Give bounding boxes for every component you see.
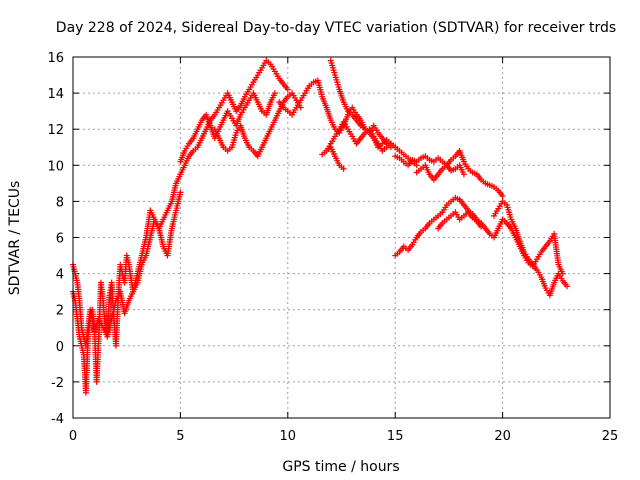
- y-axis-label: SDTVAR / TECUs: [7, 181, 23, 296]
- series-plateau-lower: [413, 162, 467, 183]
- series-dip-branch: [211, 90, 304, 160]
- plot-frame: [72, 56, 611, 419]
- y-tick-label: 2: [56, 304, 64, 319]
- series-low-branch: [319, 144, 347, 172]
- data-point: [340, 165, 347, 172]
- x-tick-label: 25: [602, 429, 619, 444]
- y-tick-label: 4: [56, 268, 64, 283]
- data-point: [177, 189, 184, 196]
- y-tick-label: 10: [47, 159, 64, 174]
- series-descent-upper: [499, 216, 566, 277]
- y-tick-label: 0: [56, 340, 64, 355]
- ticks: -4 -2 0 2 4 6 8 10 12 14 16 0 5 10 15 20 25: [47, 51, 618, 444]
- x-tick-label: 5: [176, 429, 184, 444]
- y-tick-label: 6: [56, 232, 64, 247]
- y-tick-label: 8: [56, 195, 64, 210]
- data-point: [478, 223, 485, 230]
- x-tick-label: 10: [280, 429, 297, 444]
- y-tick-label: 16: [47, 51, 64, 66]
- y-tick-label: 14: [47, 87, 64, 102]
- x-axis-label: GPS time / hours: [282, 459, 399, 475]
- y-tick-label: 12: [47, 123, 64, 138]
- y-tick-label: -4: [51, 412, 64, 427]
- data-point: [564, 283, 571, 290]
- series-early-scatter-2: [70, 171, 184, 349]
- x-tick-label: 0: [69, 429, 77, 444]
- grid: [73, 57, 610, 418]
- data-point: [499, 192, 506, 199]
- chart-title: Day 228 of 2024, Sidereal Day-to-day VTE…: [56, 20, 616, 36]
- data-point: [284, 86, 291, 93]
- series-late-lower-2: [435, 209, 485, 232]
- data-point: [559, 270, 566, 277]
- x-tick-label: 20: [494, 429, 511, 444]
- series-peak-branch: [327, 57, 420, 169]
- series-plateau: [392, 147, 506, 199]
- x-tick-label: 15: [387, 429, 404, 444]
- y-tick-label: -2: [51, 376, 64, 391]
- data-point: [460, 171, 467, 178]
- series-rise-a: [177, 57, 291, 178]
- data-point: [271, 90, 278, 97]
- data-points: [70, 57, 571, 396]
